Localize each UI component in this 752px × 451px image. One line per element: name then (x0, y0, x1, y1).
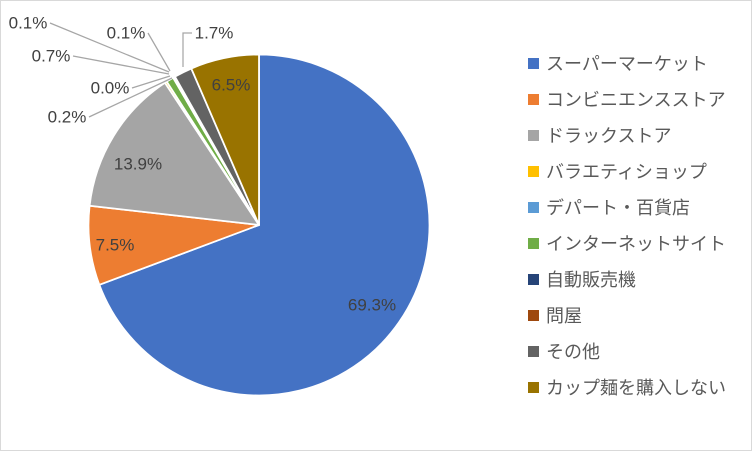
legend-marker (528, 201, 539, 213)
pie-slices (87, 53, 431, 397)
data-label: 6.5% (212, 76, 251, 95)
legend-item: カップ麺を購入しない (528, 369, 726, 405)
legend-label: その他 (546, 342, 600, 362)
legend-item: コンビニエンスストア (528, 81, 726, 117)
leader-line (147, 32, 171, 72)
data-labels: 69.3% 7.5% 13.9% 0.2%0.0% 0.7% 0.1% 0.1% 1.7% 6.… (9, 14, 396, 315)
legend-marker (528, 273, 539, 285)
legend-item: 問屋 (528, 297, 726, 333)
legend-item: その他 (528, 333, 726, 369)
leader-lines (49, 22, 192, 118)
legend-marker (528, 165, 539, 177)
data-label: 13.9% (114, 155, 162, 174)
legend-item: 自動販売機 (528, 261, 726, 297)
legend-marker (528, 57, 539, 69)
legend-label: カップ麺を購入しない (546, 378, 726, 398)
legend-label: バラエティショップ (546, 162, 707, 182)
data-label: 1.7% (195, 24, 234, 43)
data-label: 69.3% (348, 296, 396, 315)
legend-marker (528, 237, 539, 249)
data-label: 0.0% (91, 79, 130, 98)
legend-label: 問屋 (546, 306, 582, 326)
leader-line (49, 22, 170, 73)
data-label: 0.1% (9, 14, 48, 33)
legend-item: バラエティショップ (528, 153, 726, 189)
legend-label: 自動販売機 (546, 270, 636, 290)
legend-marker (528, 129, 539, 141)
pie-slice (88, 81, 260, 226)
data-label: 0.2% (48, 108, 87, 127)
data-label: 0.1% (107, 24, 146, 43)
leader-line (72, 55, 170, 75)
legend-item: デパート・百貨店 (528, 189, 726, 225)
chart-legend: スーパーマーケット コンビニエンスストア ドラックストアバラエティショップ デパート・… (528, 45, 726, 405)
leader-line (182, 32, 192, 67)
legend-marker (528, 345, 539, 357)
leader-line (131, 75, 171, 89)
legend-label: コンビニエンスストア (546, 90, 726, 110)
data-label: 0.7% (32, 47, 71, 66)
legend-label: スーパーマーケット (546, 54, 708, 74)
legend-item: ドラックストア (528, 117, 726, 153)
pie-slice (98, 53, 431, 397)
legend-marker (528, 381, 539, 393)
legend-item: スーパーマーケット (528, 45, 726, 81)
legend-marker (528, 93, 539, 105)
legend-label: インターネットサイト (546, 234, 726, 254)
legend-label: ドラックストア (546, 126, 672, 146)
legend-item: インターネットサイト (528, 225, 726, 261)
legend-marker (528, 309, 539, 321)
leader-line (88, 77, 173, 118)
legend-label: デパート・百貨店 (546, 198, 690, 218)
data-label: 7.5% (96, 236, 135, 255)
pie-slice (190, 53, 260, 226)
